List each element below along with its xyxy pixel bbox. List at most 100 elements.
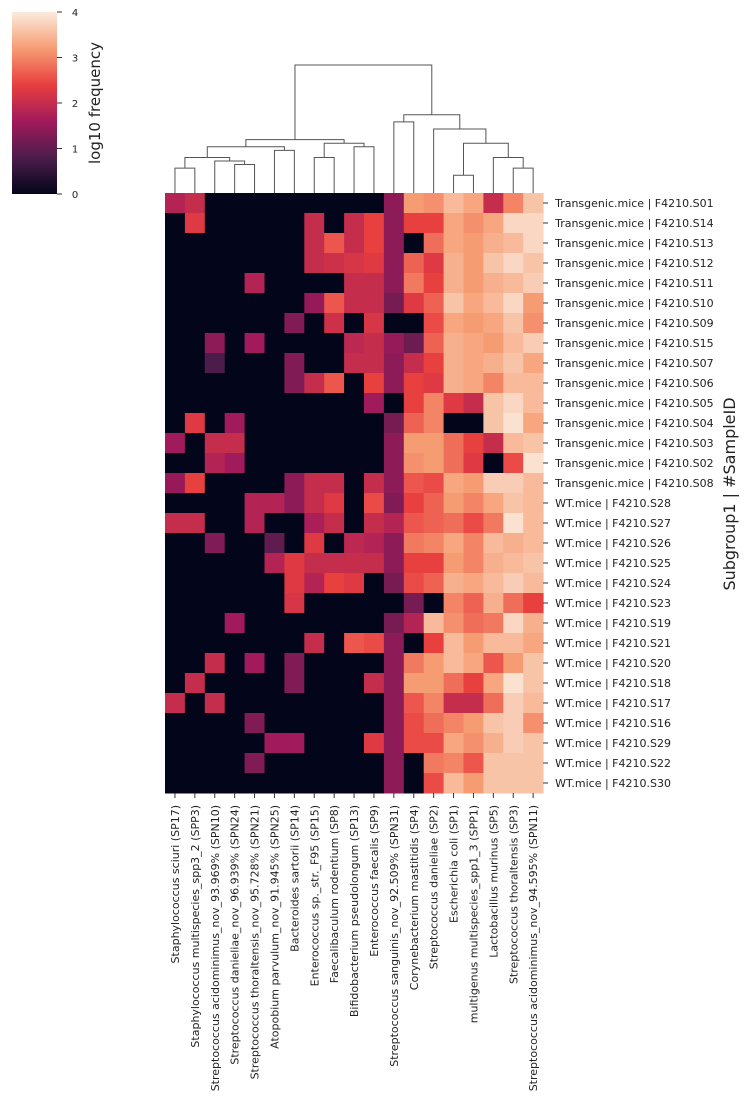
heatmap-cell — [383, 593, 405, 614]
heatmap-cell — [503, 773, 524, 794]
column-label: Enterococcus faecalis (SP9) — [368, 805, 381, 957]
column-labels: Staphylococcus sciuri (SP17) Staphylococc… — [169, 793, 540, 1091]
heatmap-cell — [443, 573, 464, 594]
heatmap-cell — [364, 693, 385, 714]
heatmap-cell — [483, 333, 504, 354]
heatmap-cell — [344, 613, 365, 634]
heatmap-cell — [423, 653, 445, 674]
heatmap-cell — [224, 633, 246, 654]
heatmap-cell — [204, 273, 226, 294]
heatmap-cell — [403, 653, 425, 674]
heatmap-cell — [184, 393, 206, 414]
heatmap-cell — [364, 273, 385, 294]
heatmap-cell — [304, 633, 325, 654]
heatmap-cell — [523, 573, 544, 594]
heatmap-cell — [184, 253, 206, 274]
heatmap-cell — [244, 373, 265, 394]
heatmap-cell — [423, 413, 445, 434]
dendrogram-link — [353, 146, 375, 193]
heatmap-cell — [264, 513, 285, 534]
heatmap-cell — [483, 473, 504, 494]
heatmap-cell — [344, 653, 365, 674]
heatmap-cell — [503, 753, 524, 774]
heatmap-cell — [503, 233, 524, 254]
heatmap-cell — [165, 373, 186, 394]
heatmap-cell — [324, 473, 345, 494]
heatmap-cell — [443, 433, 464, 454]
heatmap-cell — [165, 773, 186, 794]
heatmap-cell — [463, 353, 484, 374]
heatmap-cell — [224, 553, 246, 574]
heatmap-cell — [204, 633, 226, 654]
heatmap-cell — [344, 393, 365, 414]
heatmap-cell — [443, 633, 464, 654]
heatmap-cell — [304, 413, 325, 434]
heatmap-cell — [324, 553, 345, 574]
heatmap-cell — [204, 713, 226, 734]
heatmap-cell — [344, 553, 365, 574]
heatmap-cell — [304, 193, 325, 214]
heatmap-cell — [324, 293, 345, 314]
heatmap-cell — [523, 593, 544, 614]
heatmap-cell — [244, 333, 265, 354]
heatmap-cell — [443, 193, 464, 214]
heatmap-cell — [264, 673, 285, 694]
heatmap-cell — [165, 193, 186, 214]
heatmap-cell — [443, 713, 464, 734]
heatmap-cell — [463, 193, 484, 214]
heatmap-cell — [463, 473, 484, 494]
heatmap-cell — [403, 193, 425, 214]
heatmap-cell — [304, 273, 325, 294]
heatmap-cell — [344, 313, 365, 334]
heatmap-cell — [523, 673, 544, 694]
dendrogram-link — [433, 128, 487, 193]
heatmap-cell — [204, 473, 226, 494]
heatmap-cell — [344, 473, 365, 494]
heatmap-cell — [364, 533, 385, 554]
heatmap-cell — [304, 513, 325, 534]
heatmap-cell — [403, 373, 425, 394]
heatmap-cell — [463, 593, 484, 614]
heatmap-cell — [423, 293, 445, 314]
heatmap-cell — [224, 573, 246, 594]
heatmap-cell — [224, 253, 246, 274]
heatmap-cell — [423, 713, 445, 734]
heatmap-cell — [423, 633, 445, 654]
heatmap-cell — [264, 293, 285, 314]
heatmap-cell — [403, 533, 425, 554]
heatmap-cell — [344, 273, 365, 294]
heatmap-cell — [344, 433, 365, 454]
dendrogram-link — [174, 167, 196, 193]
heatmap-cell — [523, 733, 544, 754]
heatmap-cell — [204, 513, 226, 534]
heatmap-cell — [423, 613, 445, 634]
heatmap-cell — [463, 533, 484, 554]
heatmap-cell — [344, 633, 365, 654]
heatmap-cell — [224, 413, 246, 434]
heatmap-cell — [403, 633, 425, 654]
heatmap-cell — [264, 653, 285, 674]
heatmap-cell — [165, 353, 186, 374]
heatmap-cell — [383, 753, 405, 774]
heatmap-cell — [304, 773, 325, 794]
heatmap-cell — [165, 233, 186, 254]
heatmap-cell — [403, 393, 425, 414]
heatmap-cell — [364, 613, 385, 634]
heatmap-cell — [483, 513, 504, 534]
heatmap-cell — [224, 753, 246, 774]
heatmap-cell — [403, 273, 425, 294]
heatmap-cell — [204, 313, 226, 334]
heatmap-cell — [483, 613, 504, 634]
heatmap-cell — [224, 393, 246, 414]
heatmap-cell — [443, 373, 464, 394]
heatmap-cell — [184, 293, 206, 314]
heatmap-cell — [264, 233, 285, 254]
heatmap-cell — [244, 753, 265, 774]
heatmap-cell — [483, 753, 504, 774]
heatmap-cell — [284, 193, 305, 214]
heatmap-cell — [423, 273, 445, 294]
row-label: Transgenic.mice | F4210.S11 — [554, 277, 713, 290]
column-label: Streptococcus danieliae_nov_96.939% (SPN… — [229, 805, 242, 1065]
row-label: Transgenic.mice | F4210.S09 — [554, 317, 713, 330]
heatmap-cell — [423, 693, 445, 714]
